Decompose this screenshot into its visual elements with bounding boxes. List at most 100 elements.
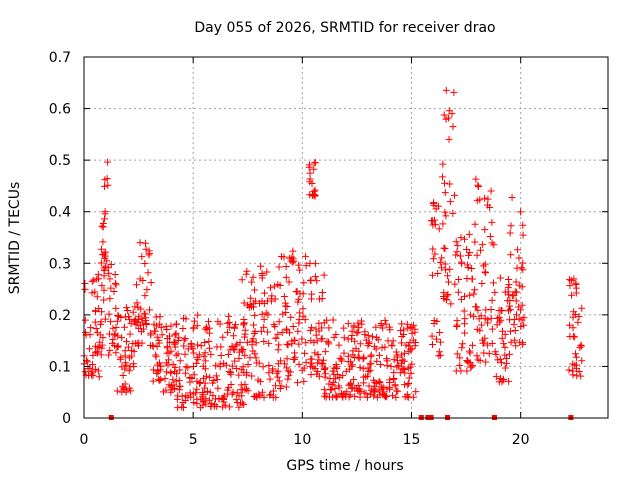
data-point xyxy=(308,359,316,367)
data-point xyxy=(405,374,413,382)
data-point xyxy=(340,349,348,357)
data-point xyxy=(155,375,163,383)
data-point xyxy=(190,371,198,379)
data-point xyxy=(383,355,391,363)
data-point xyxy=(283,355,291,363)
data-point xyxy=(487,314,495,322)
data-point xyxy=(97,245,105,253)
data-point xyxy=(81,285,89,293)
data-point xyxy=(202,372,210,380)
data-point xyxy=(367,360,375,368)
data-point xyxy=(401,393,409,401)
data-point xyxy=(215,395,223,403)
data-point xyxy=(466,349,474,357)
data-point xyxy=(344,352,352,360)
data-point xyxy=(397,339,405,347)
data-point xyxy=(405,380,413,388)
data-point xyxy=(167,369,175,377)
data-point xyxy=(507,338,515,346)
data-point xyxy=(150,320,158,328)
data-point xyxy=(230,346,238,354)
data-point xyxy=(411,342,419,350)
data-point xyxy=(209,379,217,387)
data-point xyxy=(227,370,235,378)
data-point xyxy=(506,350,514,358)
data-point xyxy=(170,338,178,346)
data-point xyxy=(354,382,362,390)
data-point xyxy=(291,355,299,363)
data-point xyxy=(458,344,466,352)
data-point xyxy=(254,376,262,384)
y-tick-label: 0.1 xyxy=(49,359,71,375)
data-point xyxy=(213,376,221,384)
data-point xyxy=(107,318,115,326)
data-point xyxy=(364,372,372,380)
data-point xyxy=(179,325,187,333)
data-point xyxy=(275,263,283,271)
data-point xyxy=(429,255,437,263)
data-point xyxy=(206,373,214,381)
data-point xyxy=(153,342,161,350)
data-point xyxy=(295,360,303,368)
data-point xyxy=(436,351,444,359)
data-point xyxy=(104,181,112,189)
data-point xyxy=(225,312,233,320)
data-point xyxy=(282,309,290,317)
data-point xyxy=(184,345,192,353)
data-point xyxy=(500,340,508,348)
data-point xyxy=(194,311,202,319)
data-point xyxy=(471,238,479,246)
data-point xyxy=(481,334,489,342)
data-point xyxy=(270,321,278,329)
data-point xyxy=(316,295,324,303)
data-point xyxy=(242,385,250,393)
data-point xyxy=(355,354,363,362)
data-point xyxy=(271,323,279,331)
data-point xyxy=(147,278,155,286)
data-point xyxy=(204,318,212,326)
data-point xyxy=(311,273,319,281)
data-point xyxy=(507,251,515,259)
data-point xyxy=(347,358,355,366)
data-point xyxy=(431,220,439,228)
data-point xyxy=(144,269,152,277)
data-point xyxy=(113,317,121,325)
data-point xyxy=(285,372,293,380)
data-point xyxy=(569,367,577,375)
data-point xyxy=(278,329,286,337)
data-point xyxy=(91,342,99,350)
data-point xyxy=(105,351,113,359)
data-point xyxy=(165,356,173,364)
data-point xyxy=(311,186,319,194)
data-point xyxy=(501,364,509,372)
data-point xyxy=(92,325,100,333)
data-point xyxy=(174,404,182,412)
data-point xyxy=(347,362,355,370)
data-point xyxy=(100,272,108,280)
data-point xyxy=(364,364,372,372)
data-point xyxy=(101,176,109,184)
data-point xyxy=(216,360,224,368)
data-point xyxy=(388,341,396,349)
data-point xyxy=(137,328,145,336)
data-point xyxy=(400,357,408,365)
data-point xyxy=(109,324,117,332)
data-point xyxy=(145,251,153,259)
data-point xyxy=(147,329,155,337)
data-point xyxy=(432,205,440,213)
data-point xyxy=(112,281,120,289)
data-point xyxy=(92,307,100,315)
data-point xyxy=(488,296,496,304)
x-tick-label: 15 xyxy=(403,432,421,448)
data-point xyxy=(457,295,465,303)
data-point xyxy=(281,299,289,307)
data-point xyxy=(504,276,512,284)
data-point xyxy=(370,343,378,351)
data-point xyxy=(346,380,354,388)
data-point xyxy=(173,370,181,378)
data-point xyxy=(137,321,145,329)
data-point xyxy=(484,341,492,349)
data-point xyxy=(348,361,356,369)
data-point xyxy=(439,220,447,228)
data-point xyxy=(247,294,255,302)
